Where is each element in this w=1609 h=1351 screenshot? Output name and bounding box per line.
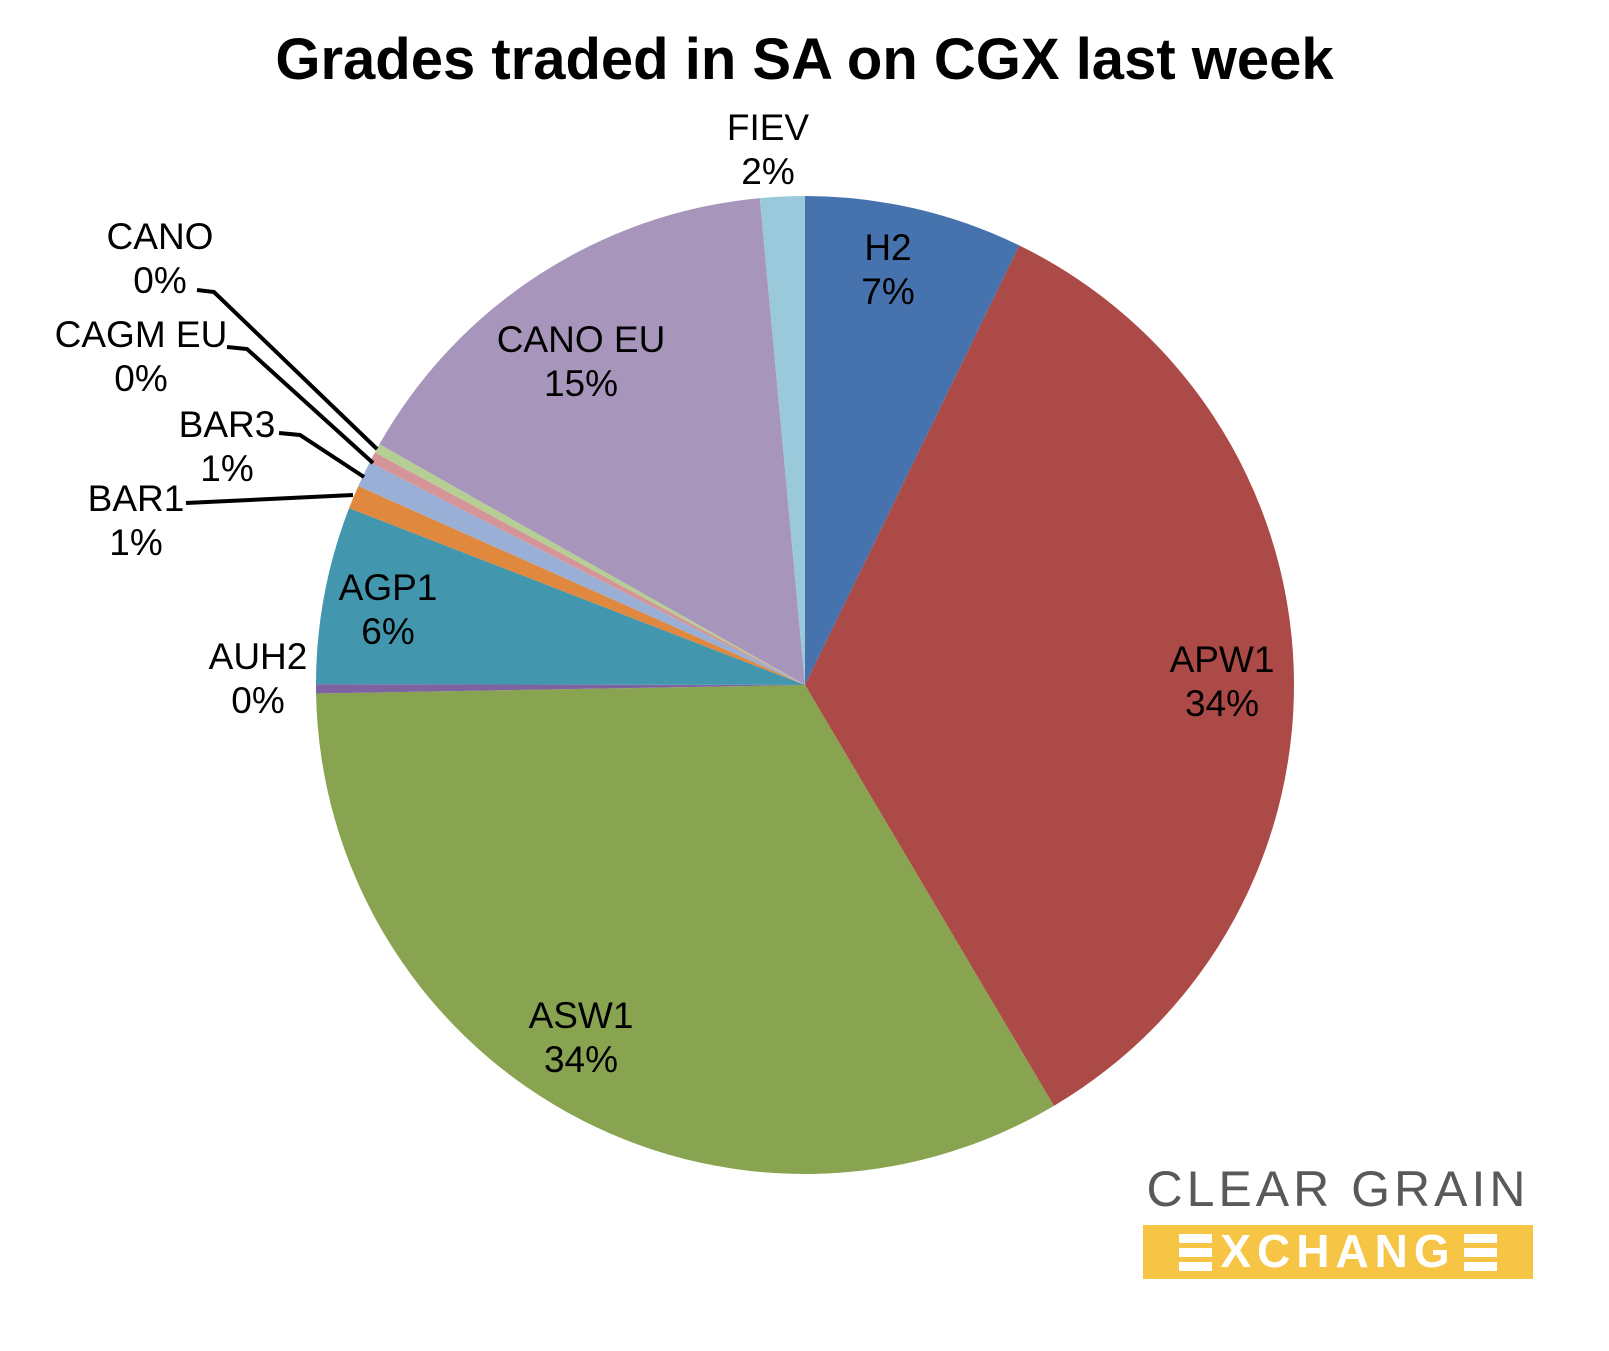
logo-exchange-bar: XCHANG (1143, 1225, 1533, 1279)
leader-lines (185, 288, 379, 505)
pie-slice-cano-eu (379, 198, 805, 685)
label-bar1: BAR1 1% (87, 478, 185, 563)
leader-line-cagm-eu (226, 345, 375, 465)
label-fiev: FIEV 2% (726, 107, 810, 192)
pie-slice-agp1 (316, 508, 805, 685)
pie-slice-cano (374, 444, 805, 685)
logo-clear-grain-text: CLEAR GRAIN (1146, 1161, 1530, 1217)
leader-line-bar1 (185, 493, 354, 505)
logo-exchange-text: XCHANG (1220, 1225, 1456, 1277)
label-asw1: ASW1 34% (528, 995, 634, 1080)
pie-slice-apw1 (805, 245, 1294, 1106)
leader-line-cano (196, 288, 379, 451)
pie-slice-bar1 (349, 486, 805, 685)
pie-slice-cagm-eu (369, 452, 805, 685)
logo-letter-e-icon (1179, 1232, 1213, 1272)
logo-letter-e-icon (1463, 1232, 1497, 1272)
label-h2: H2 7% (861, 227, 915, 312)
pie-slice-bar3 (358, 462, 805, 685)
label-bar3: BAR3 1% (178, 404, 276, 489)
clear-grain-exchange-logo: CLEAR GRAIN XCHANG (1143, 1160, 1533, 1279)
label-auh2: AUH2 0% (208, 636, 308, 721)
chart-title: Grades traded in SA on CGX last week (275, 27, 1334, 92)
pie-slice-asw1 (316, 685, 1054, 1174)
pie-slice-fiev (759, 196, 805, 685)
label-cano: CANO 0% (106, 216, 214, 301)
pie-slices (315, 196, 1294, 1174)
label-cagm-eu: CAGM EU 0% (54, 314, 228, 399)
leader-line-bar3 (278, 431, 366, 479)
label-cano-eu: CANO EU 15% (496, 319, 666, 404)
pie-slice-h2 (805, 196, 1020, 685)
pie-slice-auh2 (315, 684, 805, 694)
label-apw1: APW1 34% (1169, 639, 1275, 724)
label-agp1: AGP1 6% (338, 567, 438, 652)
